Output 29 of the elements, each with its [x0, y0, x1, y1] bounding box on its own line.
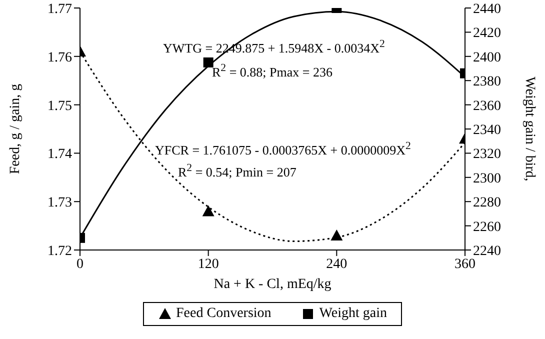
legend-label: Feed Conversion: [175, 306, 272, 322]
y-tick-label: 1.74: [48, 147, 72, 162]
x-tick-label: 240: [326, 256, 348, 272]
y2-tick-label: 2280: [473, 196, 501, 211]
y2-tick-label: 2420: [473, 26, 501, 42]
annotation: R$^{2}$ = 0.88; Pmax = 236: [212, 61, 332, 80]
annotation: YFCR = 1.761075 - 0.0003765X + 0.0000009X$^{2}$: [155, 139, 411, 158]
y-axis-title: Feed, g / gain, g: [8, 84, 23, 174]
x-tick-label: 120: [198, 256, 219, 272]
y2-tick-label: 2360: [473, 98, 501, 114]
y2-tick-label: 2240: [473, 244, 501, 259]
y2-tick-label: 2400: [473, 50, 501, 66]
x-axis-title: Na + K - Cl, mEq/kg: [214, 277, 332, 292]
y2-tick-label: 2260: [473, 220, 501, 235]
y2-tick-label: 2340: [473, 122, 501, 138]
y-tick-label: 1.77: [48, 2, 72, 17]
y2-axis-title: Weight gain / bird,: [522, 76, 538, 182]
y-tick-label: 1.76: [48, 50, 72, 66]
y2-tick-label: 2320: [473, 147, 501, 162]
y2-tick-label: 2300: [473, 171, 501, 186]
y-tick-label: 1.72: [48, 244, 72, 259]
annotation: R$^{2}$ = 0.54; Pmin = 207: [178, 161, 296, 180]
y-tick-label: 1.75: [48, 98, 72, 114]
y2-tick-label: 2440: [473, 2, 501, 17]
y2-tick-label: 2380: [473, 74, 501, 90]
x-tick-label: 360: [454, 256, 476, 272]
legend-label: Weight gain: [318, 306, 387, 322]
x-tick-label: 0: [76, 256, 84, 272]
y-tick-label: 1.73: [48, 196, 72, 211]
